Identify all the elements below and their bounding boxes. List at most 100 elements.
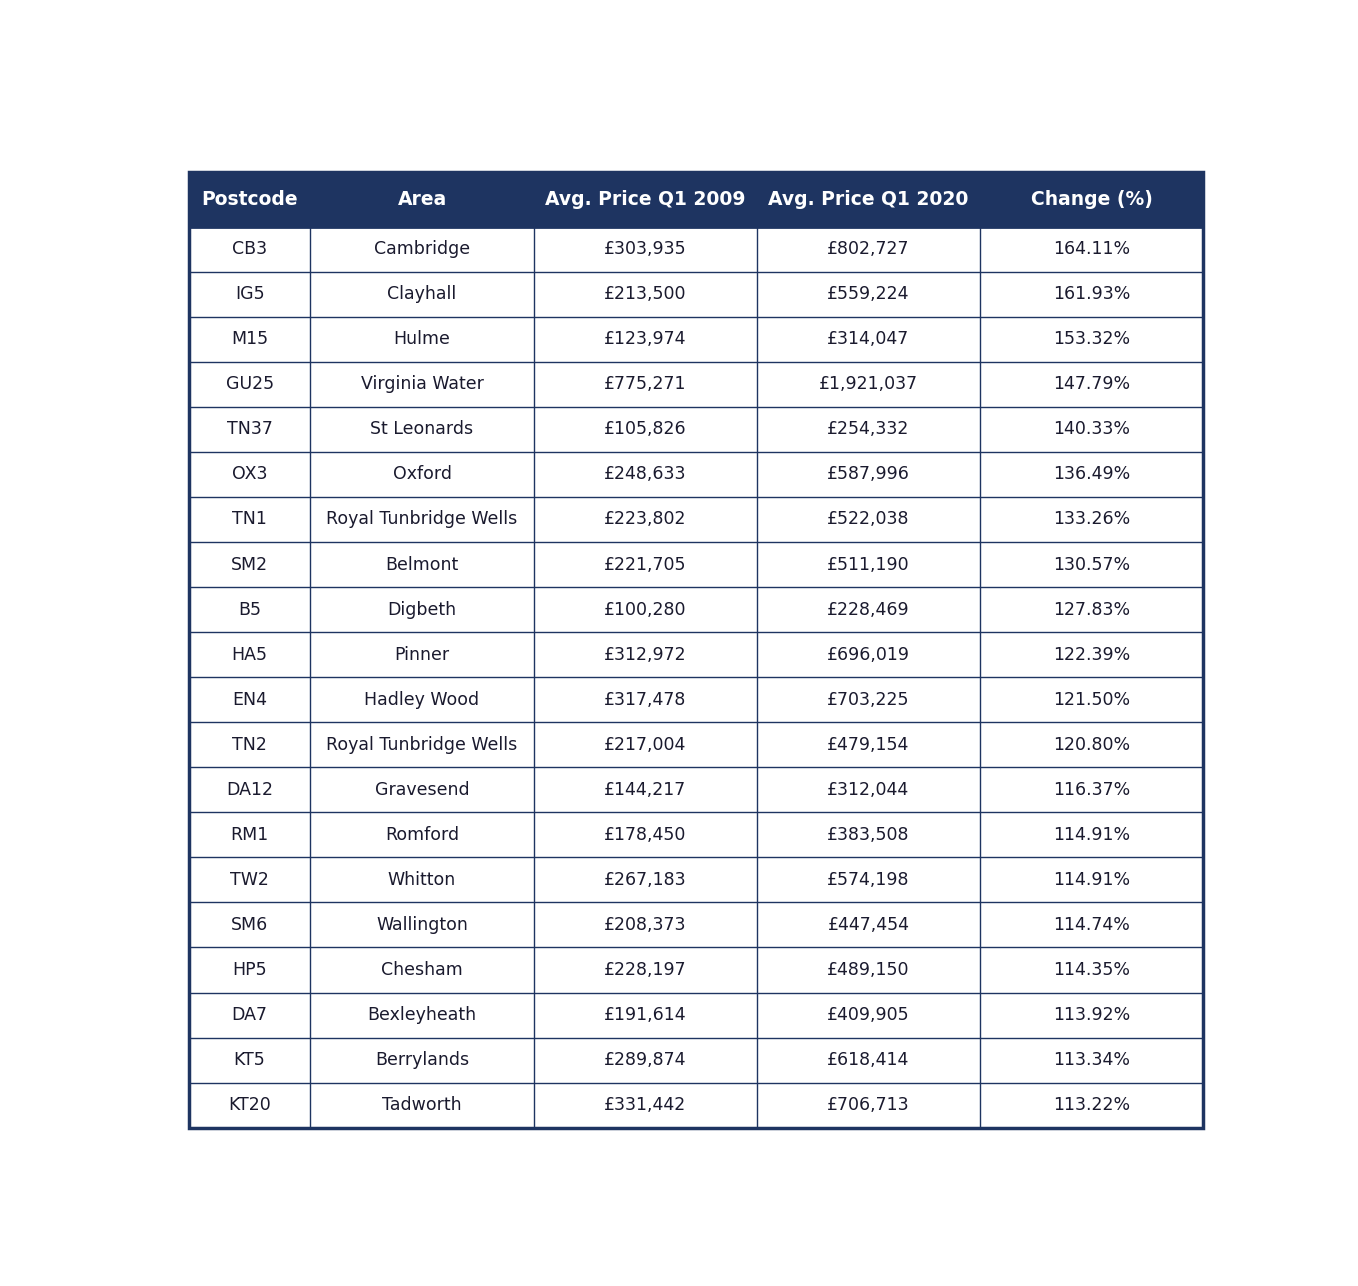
Text: KT20: KT20 xyxy=(228,1096,272,1114)
Text: Postcode: Postcode xyxy=(201,190,297,208)
Text: Belmont: Belmont xyxy=(386,556,459,574)
Bar xyxy=(189,316,1203,361)
Text: SM6: SM6 xyxy=(231,916,268,934)
Text: £123,974: £123,974 xyxy=(604,331,687,349)
Text: £228,197: £228,197 xyxy=(604,961,687,979)
Bar xyxy=(189,948,1203,993)
Text: KT5: KT5 xyxy=(234,1051,265,1069)
Text: £221,705: £221,705 xyxy=(604,556,687,574)
Bar xyxy=(189,496,1203,541)
Bar xyxy=(189,678,1203,723)
Text: £191,614: £191,614 xyxy=(604,1006,687,1024)
Bar xyxy=(189,903,1203,948)
Bar xyxy=(189,813,1203,858)
Text: £303,935: £303,935 xyxy=(604,240,687,258)
Text: Gravesend: Gravesend xyxy=(375,781,470,799)
Text: £587,996: £587,996 xyxy=(827,466,910,484)
Bar xyxy=(189,172,1203,226)
Bar xyxy=(189,858,1203,903)
Text: 121.50%: 121.50% xyxy=(1052,691,1130,709)
Text: 153.32%: 153.32% xyxy=(1052,331,1130,349)
Text: £511,190: £511,190 xyxy=(827,556,910,574)
Text: HA5: HA5 xyxy=(232,646,268,664)
Text: DA12: DA12 xyxy=(225,781,273,799)
Text: Avg. Price Q1 2009: Avg. Price Q1 2009 xyxy=(545,190,746,208)
Text: TW2: TW2 xyxy=(230,871,269,889)
Text: Pinner: Pinner xyxy=(394,646,449,664)
Text: IG5: IG5 xyxy=(235,285,265,303)
Text: 114.74%: 114.74% xyxy=(1054,916,1130,934)
Bar xyxy=(189,406,1203,451)
Text: SM2: SM2 xyxy=(231,556,268,574)
Text: £775,271: £775,271 xyxy=(604,376,687,394)
Text: £479,154: £479,154 xyxy=(827,736,910,754)
Text: TN37: TN37 xyxy=(227,421,273,439)
Text: £217,004: £217,004 xyxy=(604,736,686,754)
Text: Berrylands: Berrylands xyxy=(375,1051,469,1069)
Text: £559,224: £559,224 xyxy=(827,285,910,303)
Text: Royal Tunbridge Wells: Royal Tunbridge Wells xyxy=(326,511,517,529)
Text: Clayhall: Clayhall xyxy=(387,285,456,303)
Bar xyxy=(189,1038,1203,1083)
Text: Change (%): Change (%) xyxy=(1031,190,1153,208)
Text: 147.79%: 147.79% xyxy=(1052,376,1130,394)
Text: 140.33%: 140.33% xyxy=(1054,421,1130,439)
Text: Oxford: Oxford xyxy=(392,466,452,484)
Text: Romford: Romford xyxy=(384,826,459,844)
Text: £1,921,037: £1,921,037 xyxy=(819,376,918,394)
Text: RM1: RM1 xyxy=(231,826,269,844)
Text: Whitton: Whitton xyxy=(388,871,456,889)
Text: Chesham: Chesham xyxy=(382,961,463,979)
Text: £144,217: £144,217 xyxy=(604,781,686,799)
Text: £383,508: £383,508 xyxy=(827,826,910,844)
Bar xyxy=(189,541,1203,586)
Text: 113.22%: 113.22% xyxy=(1052,1096,1130,1114)
Text: TN2: TN2 xyxy=(232,736,268,754)
Text: 122.39%: 122.39% xyxy=(1052,646,1130,664)
Bar xyxy=(189,1083,1203,1128)
Text: £574,198: £574,198 xyxy=(827,871,910,889)
Text: 136.49%: 136.49% xyxy=(1052,466,1130,484)
Text: 113.34%: 113.34% xyxy=(1054,1051,1130,1069)
Text: £489,150: £489,150 xyxy=(827,961,910,979)
Text: £267,183: £267,183 xyxy=(604,871,687,889)
Text: 127.83%: 127.83% xyxy=(1052,601,1130,619)
Text: £317,478: £317,478 xyxy=(604,691,686,709)
Text: Cambridge: Cambridge xyxy=(373,240,470,258)
Text: TN1: TN1 xyxy=(232,511,268,529)
Text: GU25: GU25 xyxy=(225,376,273,394)
Text: £223,802: £223,802 xyxy=(604,511,687,529)
Bar xyxy=(189,586,1203,633)
Text: HP5: HP5 xyxy=(232,961,268,979)
Text: Royal Tunbridge Wells: Royal Tunbridge Wells xyxy=(326,736,517,754)
Text: £213,500: £213,500 xyxy=(604,285,687,303)
Text: £248,633: £248,633 xyxy=(604,466,687,484)
Text: 164.11%: 164.11% xyxy=(1052,240,1130,258)
Text: £312,972: £312,972 xyxy=(604,646,687,664)
Text: £331,442: £331,442 xyxy=(604,1096,686,1114)
Bar xyxy=(189,768,1203,813)
Text: Area: Area xyxy=(398,190,447,208)
Text: 133.26%: 133.26% xyxy=(1052,511,1130,529)
Text: Bexleyheath: Bexleyheath xyxy=(368,1006,477,1024)
Text: OX3: OX3 xyxy=(232,466,268,484)
Text: 120.80%: 120.80% xyxy=(1052,736,1130,754)
Text: £105,826: £105,826 xyxy=(604,421,687,439)
Bar xyxy=(189,271,1203,316)
Text: £703,225: £703,225 xyxy=(827,691,910,709)
Text: £289,874: £289,874 xyxy=(604,1051,687,1069)
Text: CB3: CB3 xyxy=(232,240,268,258)
Text: B5: B5 xyxy=(238,601,261,619)
Text: £178,450: £178,450 xyxy=(604,826,686,844)
Text: Hulme: Hulme xyxy=(394,331,451,349)
Text: Hadley Wood: Hadley Wood xyxy=(364,691,479,709)
Text: Wallington: Wallington xyxy=(376,916,469,934)
Text: 114.91%: 114.91% xyxy=(1052,871,1130,889)
Text: 116.37%: 116.37% xyxy=(1052,781,1130,799)
Text: 130.57%: 130.57% xyxy=(1052,556,1130,574)
Text: £447,454: £447,454 xyxy=(827,916,910,934)
Text: St Leonards: St Leonards xyxy=(371,421,474,439)
Text: 114.91%: 114.91% xyxy=(1052,826,1130,844)
Text: £208,373: £208,373 xyxy=(604,916,687,934)
Text: 161.93%: 161.93% xyxy=(1052,285,1130,303)
